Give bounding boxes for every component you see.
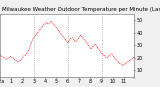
Text: Milwaukee Weather Outdoor Temperature per Minute (Last 24 Hours): Milwaukee Weather Outdoor Temperature pe… (2, 7, 160, 12)
